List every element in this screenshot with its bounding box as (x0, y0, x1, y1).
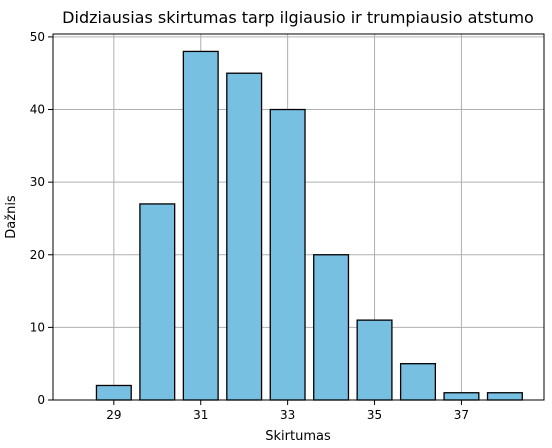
bar-32 (226, 72, 263, 401)
plot-frame (52, 33, 545, 401)
x-tick-label: 35 (367, 408, 382, 422)
y-tick-label: 20 (30, 248, 45, 262)
y-tick-label: 30 (30, 175, 45, 189)
bar-36 (399, 363, 437, 401)
x-tick-label: 31 (193, 408, 208, 422)
x-axis-ticks: 29 31 33 35 37 (106, 400, 469, 422)
bar-31 (182, 50, 219, 401)
x-tick-label: 37 (454, 408, 469, 422)
x-axis-label: Skirtumas (265, 429, 331, 444)
bars-group (95, 50, 523, 401)
bar-34 (313, 254, 350, 401)
bar-29 (95, 384, 132, 401)
y-tick-label: 50 (30, 30, 45, 44)
bar-38 (486, 392, 523, 401)
bar-35 (356, 319, 393, 401)
y-tick-label: 0 (37, 393, 45, 407)
bar-33 (269, 108, 306, 401)
y-tick-label: 40 (30, 103, 45, 117)
x-tick-label: 29 (106, 408, 121, 422)
bar-30 (139, 203, 176, 401)
y-axis-ticks: 0 10 20 30 40 50 (30, 30, 53, 407)
bar-37 (443, 392, 480, 401)
y-axis-label: Dažnis (4, 195, 19, 239)
chart-title: Didziausias skirtumas tarp ilgiausio ir … (62, 8, 534, 27)
x-tick-label: 33 (280, 408, 295, 422)
y-tick-label: 10 (30, 320, 45, 334)
